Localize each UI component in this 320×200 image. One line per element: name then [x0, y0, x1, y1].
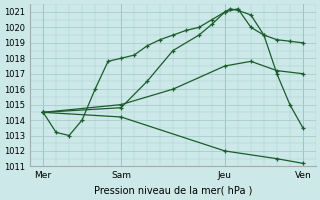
X-axis label: Pression niveau de la mer( hPa ): Pression niveau de la mer( hPa )	[94, 186, 252, 196]
